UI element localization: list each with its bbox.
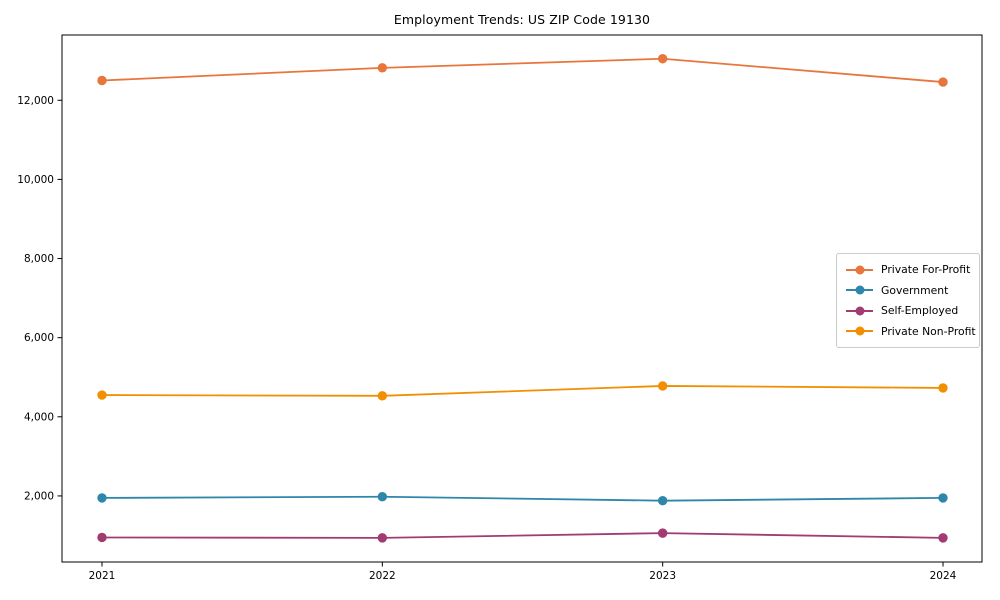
legend-label: Government (881, 283, 949, 297)
series-marker-private-for-profit (377, 63, 388, 73)
series-line-private-for-profit (101, 57, 944, 83)
series-marker-private-for-profit (938, 77, 948, 87)
series-line-government (101, 495, 944, 502)
series-line-self-employed (101, 532, 944, 539)
y-tick-label: 12,000 (17, 95, 54, 107)
series-marker-private-for-profit (97, 75, 107, 86)
series-marker-private-non-profit (377, 391, 388, 401)
axis-frame (61, 34, 983, 563)
x-tick-label: 2023 (649, 570, 676, 582)
series-marker-private-for-profit (657, 54, 668, 64)
y-tick-label: 10,000 (17, 174, 54, 186)
series-line-private-non-profit (101, 385, 944, 397)
series-marker-self-employed (97, 532, 107, 543)
legend-item-government: Government (846, 283, 970, 298)
x-tick-label: 2024 (930, 570, 957, 582)
legend-swatch-private-for-profit (846, 268, 873, 271)
series-marker-self-employed (657, 528, 668, 538)
legend-swatch-government (846, 289, 873, 292)
series-marker-government (657, 495, 668, 506)
legend-label: Self-Employed (881, 304, 959, 318)
y-tick-label: 6,000 (24, 332, 54, 344)
series-marker-self-employed (377, 533, 388, 543)
series-marker-government (377, 492, 388, 502)
legend-item-private-for-profit: Private For-Profit (846, 262, 970, 277)
series-marker-private-non-profit (97, 390, 107, 400)
legend-swatch-private-non-profit (846, 330, 873, 333)
series-marker-private-non-profit (938, 383, 948, 393)
legend: Private For-Profit Government Self-Emplo… (836, 253, 980, 348)
series-marker-self-employed (938, 533, 948, 543)
y-tick-label: 4,000 (24, 411, 54, 423)
legend-item-private-non-profit: Private Non-Profit (846, 324, 976, 339)
y-tick-label: 8,000 (24, 253, 54, 265)
series-marker-government (97, 493, 107, 503)
legend-label: Private Non-Profit (881, 324, 976, 338)
chart-title: Employment Trends: US ZIP Code 19130 (393, 12, 651, 27)
legend-item-self-employed: Self-Employed (846, 303, 970, 318)
x-tick-label: 2021 (89, 570, 116, 582)
legend-label: Private For-Profit (881, 263, 971, 276)
series-marker-government (938, 493, 948, 503)
x-tick-label: 2022 (369, 570, 396, 582)
y-tick-label: 2,000 (24, 490, 54, 502)
legend-swatch-self-employed (846, 309, 873, 312)
series-marker-private-non-profit (657, 381, 668, 391)
